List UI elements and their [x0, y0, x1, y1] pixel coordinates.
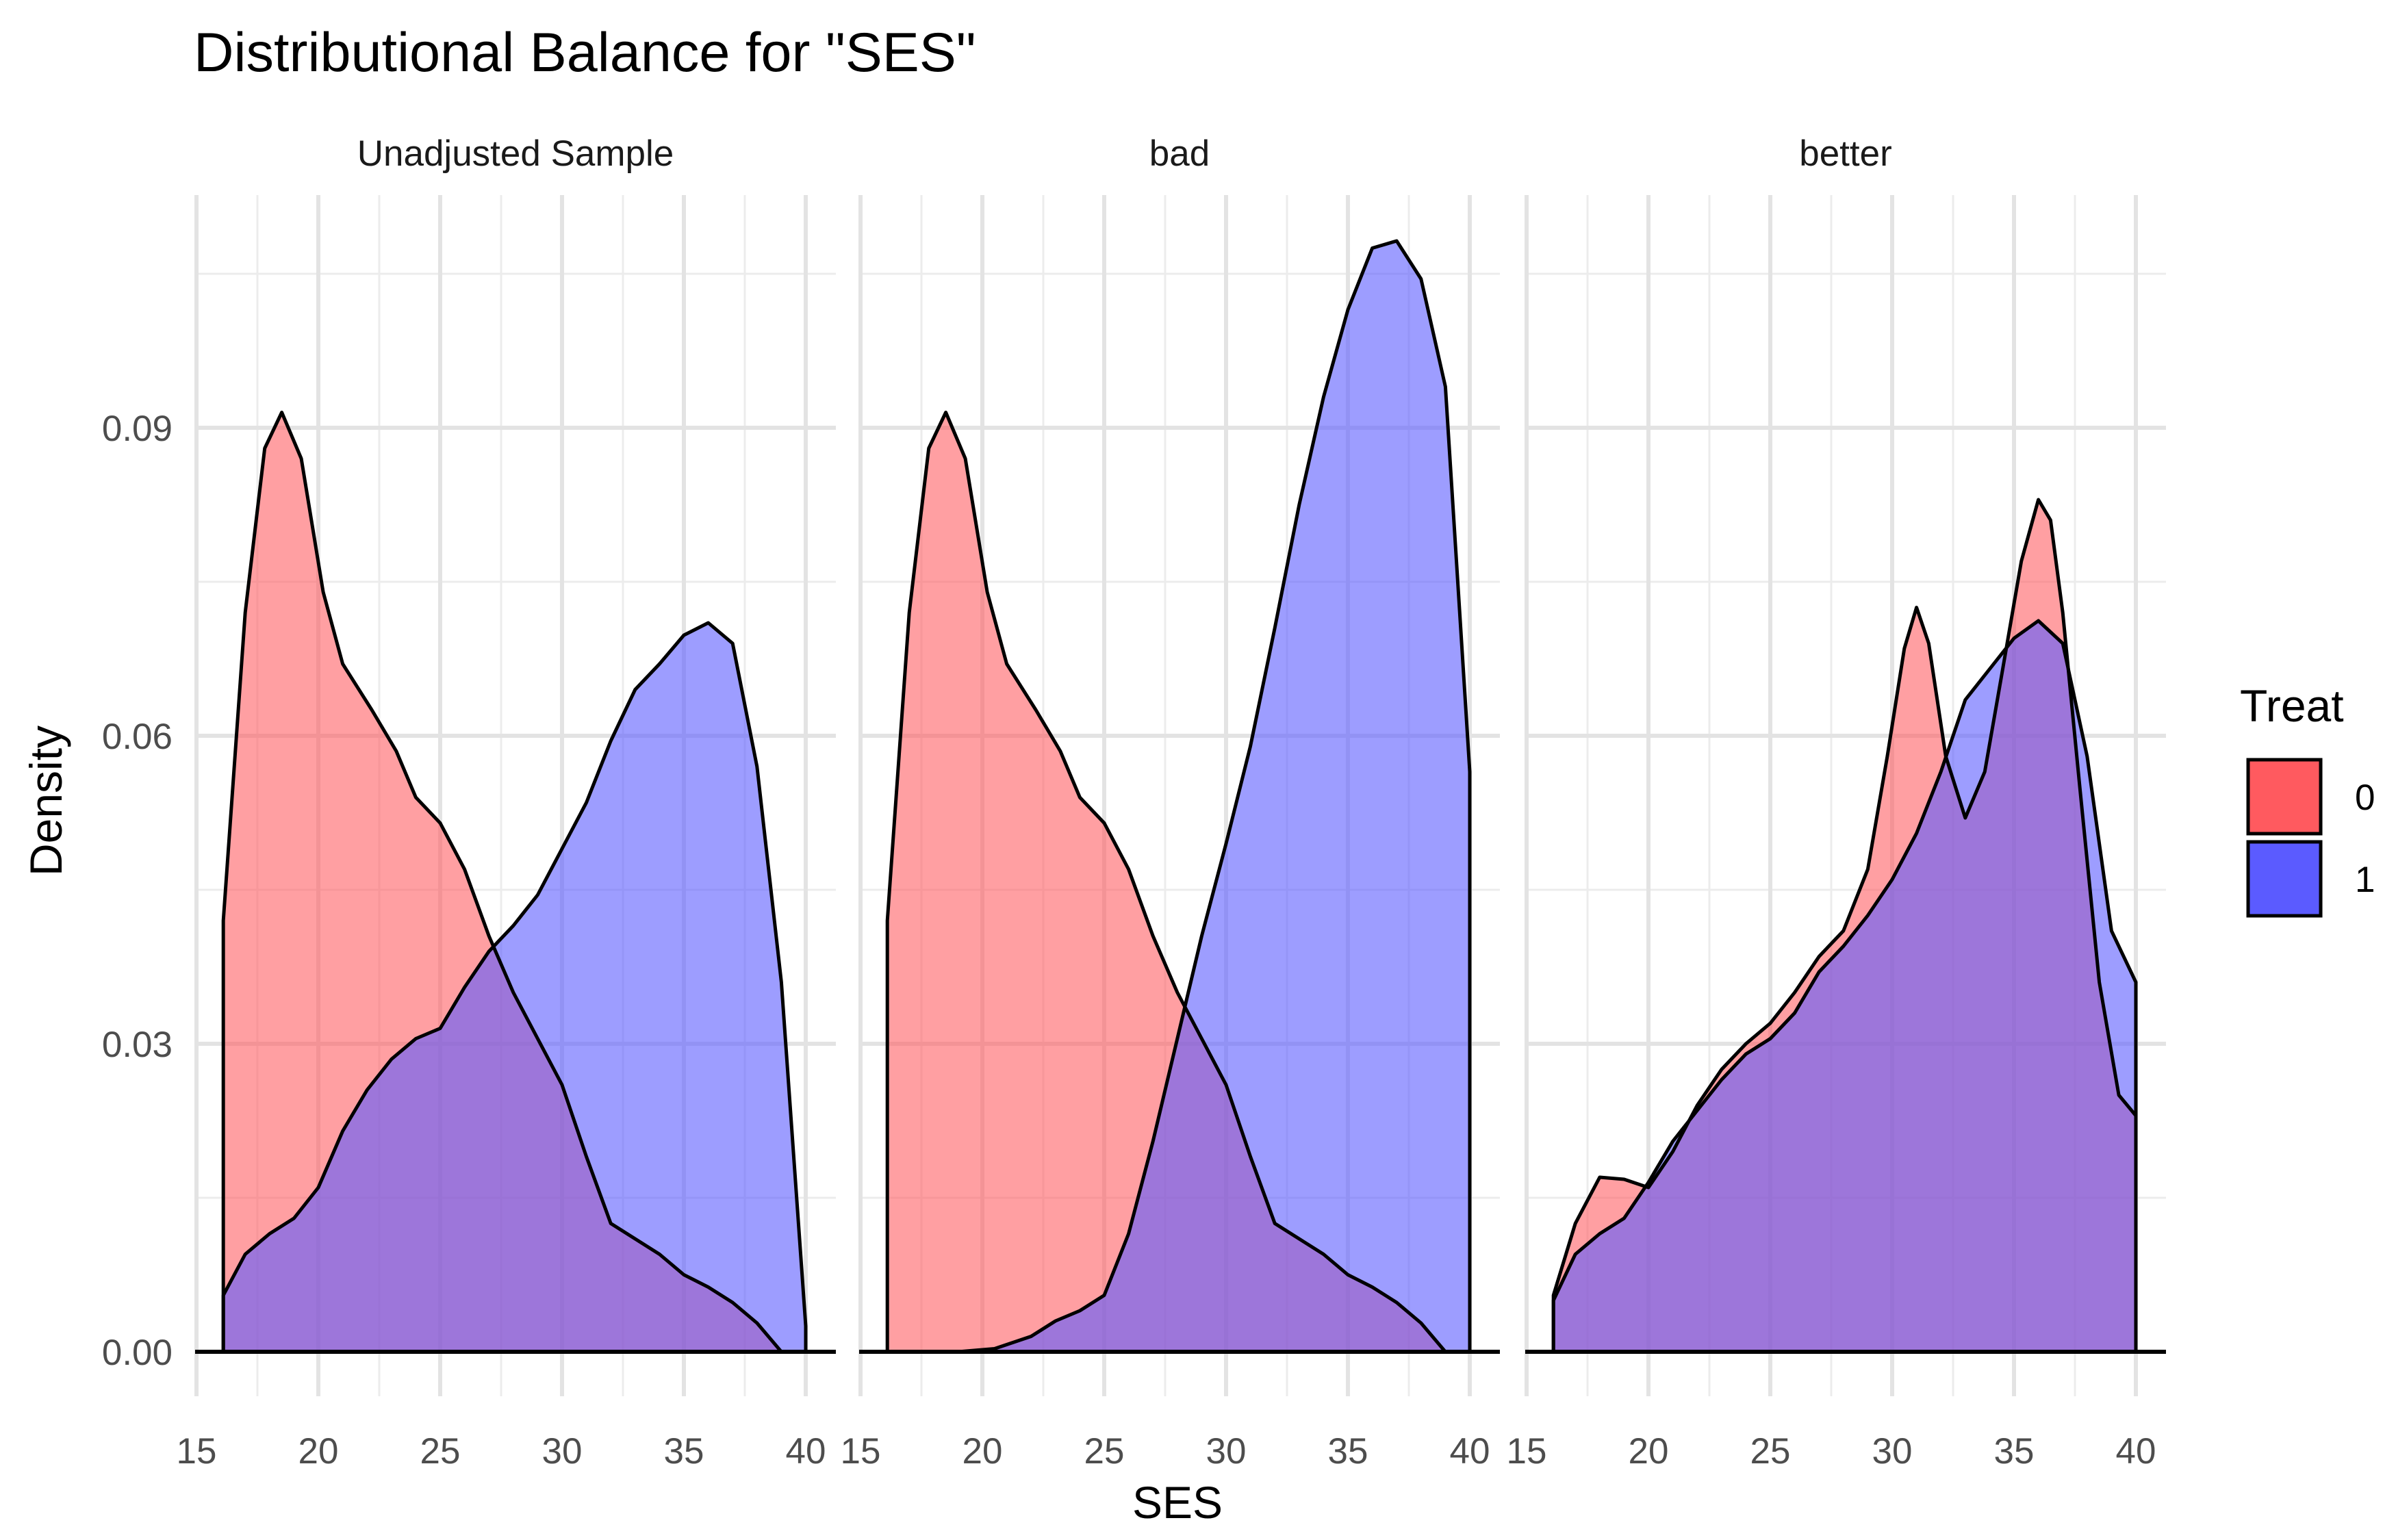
y-tick-label: 0.00 — [102, 1333, 173, 1373]
facet-strip-label: better — [1799, 133, 1892, 174]
x-tick-label: 25 — [1750, 1431, 1791, 1472]
x-tick-label: 15 — [841, 1431, 881, 1472]
density-area-treat-1 — [1553, 621, 2136, 1352]
legend-key-treat-0 — [2246, 758, 2323, 836]
x-tick-label: 15 — [177, 1431, 217, 1472]
density-outline-treat-1 — [1551, 619, 2138, 1352]
y-axis-title: Density — [21, 726, 71, 876]
x-tick-label: 15 — [1507, 1431, 1547, 1472]
facet-strip-label: Unadjusted Sample — [357, 133, 674, 174]
legend-title: Treat — [2240, 680, 2344, 731]
density-outline-treat-1 — [221, 621, 808, 1352]
x-tick-label: 40 — [786, 1431, 826, 1472]
legend: Treat 0 1 — [2240, 680, 2375, 918]
panels-layer: Unadjusted Sample 15 20 25 30 35 40 bad 15 20 25 30… — [102, 133, 2166, 1472]
panel-2: bad 15 20 25 30 35 40 — [841, 133, 1500, 1472]
x-tick-label: 25 — [1084, 1431, 1125, 1472]
x-tick-label: 40 — [2116, 1431, 2156, 1472]
y-tick-label: 0.06 — [102, 717, 173, 757]
density-outline-treat-0 — [1551, 498, 2138, 1352]
density-outline-treat-1 — [887, 239, 1472, 1354]
density-area-treat-1 — [223, 623, 806, 1352]
panel-3: better 15 20 25 30 35 40 — [1507, 133, 2166, 1472]
x-tick-label: 40 — [1450, 1431, 1490, 1472]
x-tick-label: 25 — [420, 1431, 461, 1472]
density-outline-treat-0 — [885, 411, 1470, 1354]
x-tick-label: 20 — [963, 1431, 1003, 1472]
x-tick-label: 30 — [542, 1431, 583, 1472]
x-axis-title: SES — [1132, 1477, 1223, 1528]
legend-label-treat-0: 0 — [2355, 778, 2375, 818]
legend-label-treat-1: 1 — [2355, 860, 2375, 900]
density-area-treat-0 — [887, 412, 1470, 1352]
panel-1: Unadjusted Sample 15 20 25 30 35 40 — [177, 133, 836, 1472]
x-tick-label: 35 — [1994, 1431, 2035, 1472]
facet-strip-label: bad — [1149, 133, 1210, 174]
x-tick-label: 20 — [298, 1431, 339, 1472]
density-outline-treat-0 — [221, 411, 806, 1354]
x-tick-label: 35 — [664, 1431, 704, 1472]
x-tick-label: 30 — [1872, 1431, 1913, 1472]
x-tick-label: 35 — [1328, 1431, 1368, 1472]
x-tick-label: 30 — [1206, 1431, 1247, 1472]
x-tick-label: 20 — [1629, 1431, 1669, 1472]
y-tick-label: 0.09 — [102, 409, 173, 449]
chart-title: Distributional Balance for "SES" — [194, 22, 976, 84]
y-tick-label: 0.03 — [102, 1025, 173, 1065]
legend-key-treat-1 — [2246, 840, 2323, 918]
density-area-treat-1 — [887, 241, 1470, 1352]
